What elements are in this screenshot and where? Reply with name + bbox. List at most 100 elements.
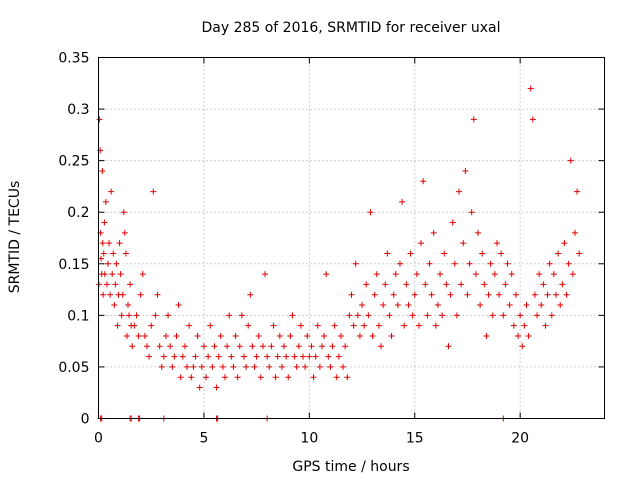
data-point (466, 260, 473, 267)
data-point (100, 291, 107, 298)
data-point (515, 332, 522, 339)
data-point (293, 363, 300, 370)
x-tick-label: 20 (511, 431, 529, 447)
data-point (230, 363, 237, 370)
data-point (162, 332, 169, 339)
axis-ticks: 0 0.05 0.1 0.15 0.2 0.25 0.3 0.35 0 5 10 15 20 (58, 51, 605, 447)
data-point (228, 353, 235, 360)
data-point (485, 291, 492, 298)
data-point (209, 363, 216, 370)
data-point (272, 374, 279, 381)
data-point (521, 322, 528, 329)
data-point (106, 240, 113, 247)
data-point (392, 271, 399, 278)
data-point (405, 302, 412, 309)
data-point (346, 312, 353, 319)
data-point (308, 343, 315, 350)
data-point (173, 332, 180, 339)
chart-title: Day 285 of 2016, SRMTID for receiver uxa… (201, 20, 500, 36)
data-point (544, 291, 551, 298)
data-point (500, 312, 507, 319)
data-point (114, 322, 121, 329)
data-point (238, 312, 245, 319)
data-point (531, 291, 538, 298)
data-point (276, 332, 283, 339)
data-point (407, 250, 414, 257)
data-point (508, 271, 515, 278)
data-point (382, 281, 389, 288)
data-point (525, 332, 532, 339)
data-point (99, 240, 106, 247)
data-point (109, 271, 116, 278)
data-point (274, 353, 281, 360)
data-point (108, 188, 115, 195)
y-tick-label: 0.15 (58, 257, 89, 273)
data-point (555, 250, 562, 257)
data-point (443, 281, 450, 288)
data-point (259, 343, 266, 350)
data-point (101, 219, 108, 226)
data-point (186, 322, 193, 329)
data-point (137, 291, 144, 298)
data-point (154, 291, 161, 298)
data-point (306, 353, 313, 360)
data-point (123, 332, 130, 339)
data-point (141, 332, 148, 339)
data-point (194, 332, 201, 339)
data-point (262, 271, 269, 278)
data-point (493, 240, 500, 247)
data-point (281, 343, 288, 350)
data-point (538, 302, 545, 309)
data-point (540, 281, 547, 288)
data-point (437, 271, 444, 278)
data-point (112, 281, 119, 288)
data-point (200, 343, 207, 350)
data-point (98, 255, 105, 262)
data-point (126, 312, 133, 319)
data-point (367, 209, 374, 216)
data-point (434, 302, 441, 309)
data-point (331, 322, 338, 329)
data-point (359, 302, 366, 309)
data-point (489, 312, 496, 319)
data-point (394, 302, 401, 309)
data-point (460, 240, 467, 247)
data-point (329, 343, 336, 350)
data-point (373, 271, 380, 278)
data-point (430, 229, 437, 236)
data-point (143, 343, 150, 350)
data-point (388, 332, 395, 339)
data-point (99, 167, 106, 174)
data-point (116, 240, 123, 247)
data-point (255, 332, 262, 339)
data-point (188, 374, 195, 381)
data-point (340, 363, 347, 370)
y-tick-label: 0 (81, 412, 90, 428)
data-point (304, 332, 311, 339)
data-point (222, 374, 228, 381)
grid (98, 57, 605, 419)
data-point (226, 312, 233, 319)
data-point (510, 322, 517, 329)
data-point (472, 271, 479, 278)
data-point (249, 343, 256, 350)
x-tick-label: 0 (94, 431, 103, 447)
data-point (502, 281, 509, 288)
data-point (536, 271, 543, 278)
data-point (196, 384, 203, 391)
data-point (129, 343, 136, 350)
data-point (179, 353, 186, 360)
data-point (462, 167, 469, 174)
data-point (447, 291, 454, 298)
data-point (285, 374, 292, 381)
data-point (491, 271, 498, 278)
data-point (310, 374, 317, 381)
data-point (158, 363, 165, 370)
data-point (542, 322, 549, 329)
x-axis-label: GPS time / hours (292, 459, 409, 475)
data-point (219, 363, 226, 370)
data-point (550, 271, 557, 278)
data-point (563, 291, 570, 298)
data-point (213, 384, 220, 391)
